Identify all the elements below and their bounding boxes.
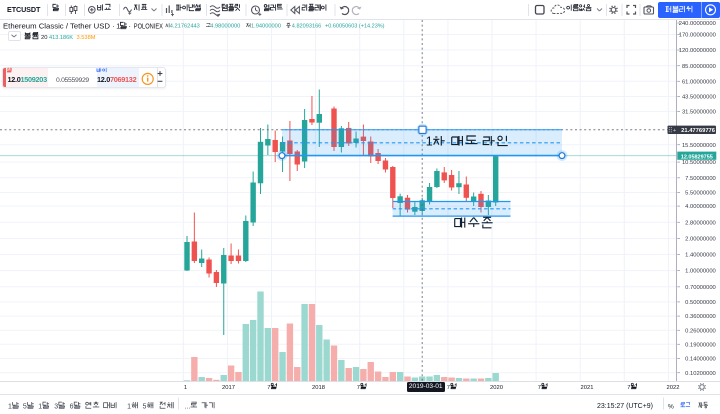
svg-text:2017: 2017 xyxy=(222,385,235,391)
svg-text:1: 1 xyxy=(116,22,120,31)
svg-text:0.36000000: 0.36000000 xyxy=(685,314,716,320)
svg-text:2020: 2020 xyxy=(490,385,503,391)
svg-text:23:15:27 (UTC+9): 23:15:27 (UTC+9) xyxy=(597,403,653,410)
svg-text:2022: 2022 xyxy=(667,385,680,391)
svg-text:7.50000000: 7.50000000 xyxy=(685,176,716,182)
svg-text:0.10200000: 0.10200000 xyxy=(685,371,716,377)
svg-text:413.186K: 413.186K xyxy=(49,35,73,41)
svg-text:5.50000000: 5.50000000 xyxy=(685,191,716,197)
svg-text:120.00000000: 120.00000000 xyxy=(679,48,716,54)
svg-text:2.80000000: 2.80000000 xyxy=(685,220,716,226)
svg-text:1: 1 xyxy=(426,135,433,149)
svg-text:12.05829755: 12.05829755 xyxy=(681,154,714,160)
svg-text:5: 5 xyxy=(143,404,147,411)
svg-text:Ethereum Classic / Tether USD: Ethereum Classic / Tether USD xyxy=(3,22,110,31)
svg-text:1: 1 xyxy=(127,404,131,411)
svg-text:7: 7 xyxy=(627,385,630,391)
svg-text:7: 7 xyxy=(447,385,450,391)
svg-text:43.50000000: 43.50000000 xyxy=(682,95,716,101)
svg-text:7: 7 xyxy=(267,385,270,391)
svg-text:0.70000000: 0.70000000 xyxy=(685,285,716,291)
svg-text:POLONIEX: POLONIEX xyxy=(134,22,163,31)
svg-text:61.00000000: 61.00000000 xyxy=(682,79,716,85)
svg-text:7: 7 xyxy=(357,385,360,391)
svg-text:...: ... xyxy=(185,404,191,411)
svg-text:20: 20 xyxy=(41,35,47,41)
svg-text:7: 7 xyxy=(538,385,541,391)
svg-text:2021: 2021 xyxy=(581,385,594,391)
svg-text:3: 3 xyxy=(54,404,58,411)
svg-text:6: 6 xyxy=(70,404,74,411)
svg-text:4.98000000: 4.98000000 xyxy=(210,23,240,29)
svg-text:·: · xyxy=(129,22,131,31)
svg-text:0.19000000: 0.19000000 xyxy=(685,342,716,348)
svg-text:31.50000000: 31.50000000 xyxy=(682,110,716,116)
svg-text:15.50000000: 15.50000000 xyxy=(682,143,716,149)
svg-text:85.00000000: 85.00000000 xyxy=(682,64,716,70)
svg-text:21.47769776: 21.47769776 xyxy=(681,128,716,134)
svg-text:1: 1 xyxy=(38,404,42,411)
svg-text:1.00000000: 1.00000000 xyxy=(685,269,716,275)
svg-text:5: 5 xyxy=(23,404,27,411)
svg-text:10.50000000: 10.50000000 xyxy=(682,160,716,166)
svg-text:3.538M: 3.538M xyxy=(77,35,96,41)
svg-text:1.40000000: 1.40000000 xyxy=(685,253,716,259)
svg-text:1: 1 xyxy=(184,385,187,391)
svg-text:1: 1 xyxy=(8,404,12,411)
svg-text:0.26000000: 0.26000000 xyxy=(685,328,716,334)
svg-text:·: · xyxy=(112,22,114,31)
svg-text:170.00000000: 170.00000000 xyxy=(679,33,716,39)
svg-text:240.00000000: 240.00000000 xyxy=(679,21,716,27)
svg-text:+: + xyxy=(673,128,676,134)
svg-text:4.00000000: 4.00000000 xyxy=(685,204,716,210)
svg-text:4.82093166: 4.82093166 xyxy=(292,23,322,29)
svg-text:4.21762443: 4.21762443 xyxy=(170,23,200,29)
svg-text:2018: 2018 xyxy=(312,385,325,391)
svg-text:0.50000000: 0.50000000 xyxy=(685,300,716,306)
svg-text:+0.60050603 (+14.23%): +0.60050603 (+14.23%) xyxy=(325,23,385,29)
svg-text:2.00000000: 2.00000000 xyxy=(685,237,716,243)
svg-text:%: % xyxy=(668,403,674,410)
svg-text:0.14000000: 0.14000000 xyxy=(685,357,716,363)
svg-text:1.94000000: 1.94000000 xyxy=(251,23,281,29)
